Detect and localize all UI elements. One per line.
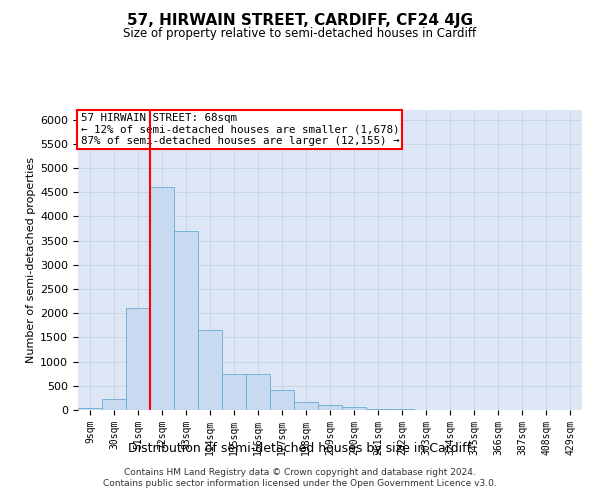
Text: 57 HIRWAIN STREET: 68sqm
← 12% of semi-detached houses are smaller (1,678)
87% o: 57 HIRWAIN STREET: 68sqm ← 12% of semi-d…	[80, 113, 399, 146]
Text: Size of property relative to semi-detached houses in Cardiff: Size of property relative to semi-detach…	[124, 28, 476, 40]
Bar	[174, 231, 198, 410]
Bar	[198, 330, 222, 410]
Bar	[126, 308, 150, 410]
Bar	[342, 406, 366, 410]
Bar	[270, 390, 294, 410]
Bar	[294, 402, 318, 410]
Text: Contains HM Land Registry data © Crown copyright and database right 2024.
Contai: Contains HM Land Registry data © Crown c…	[103, 468, 497, 487]
Bar	[318, 405, 342, 410]
Text: Distribution of semi-detached houses by size in Cardiff: Distribution of semi-detached houses by …	[128, 442, 472, 455]
Bar	[78, 408, 102, 410]
Y-axis label: Number of semi-detached properties: Number of semi-detached properties	[26, 157, 36, 363]
Bar	[222, 374, 246, 410]
Bar	[150, 188, 174, 410]
Bar	[102, 400, 126, 410]
Bar	[366, 408, 390, 410]
Bar	[246, 374, 270, 410]
Text: 57, HIRWAIN STREET, CARDIFF, CF24 4JG: 57, HIRWAIN STREET, CARDIFF, CF24 4JG	[127, 12, 473, 28]
